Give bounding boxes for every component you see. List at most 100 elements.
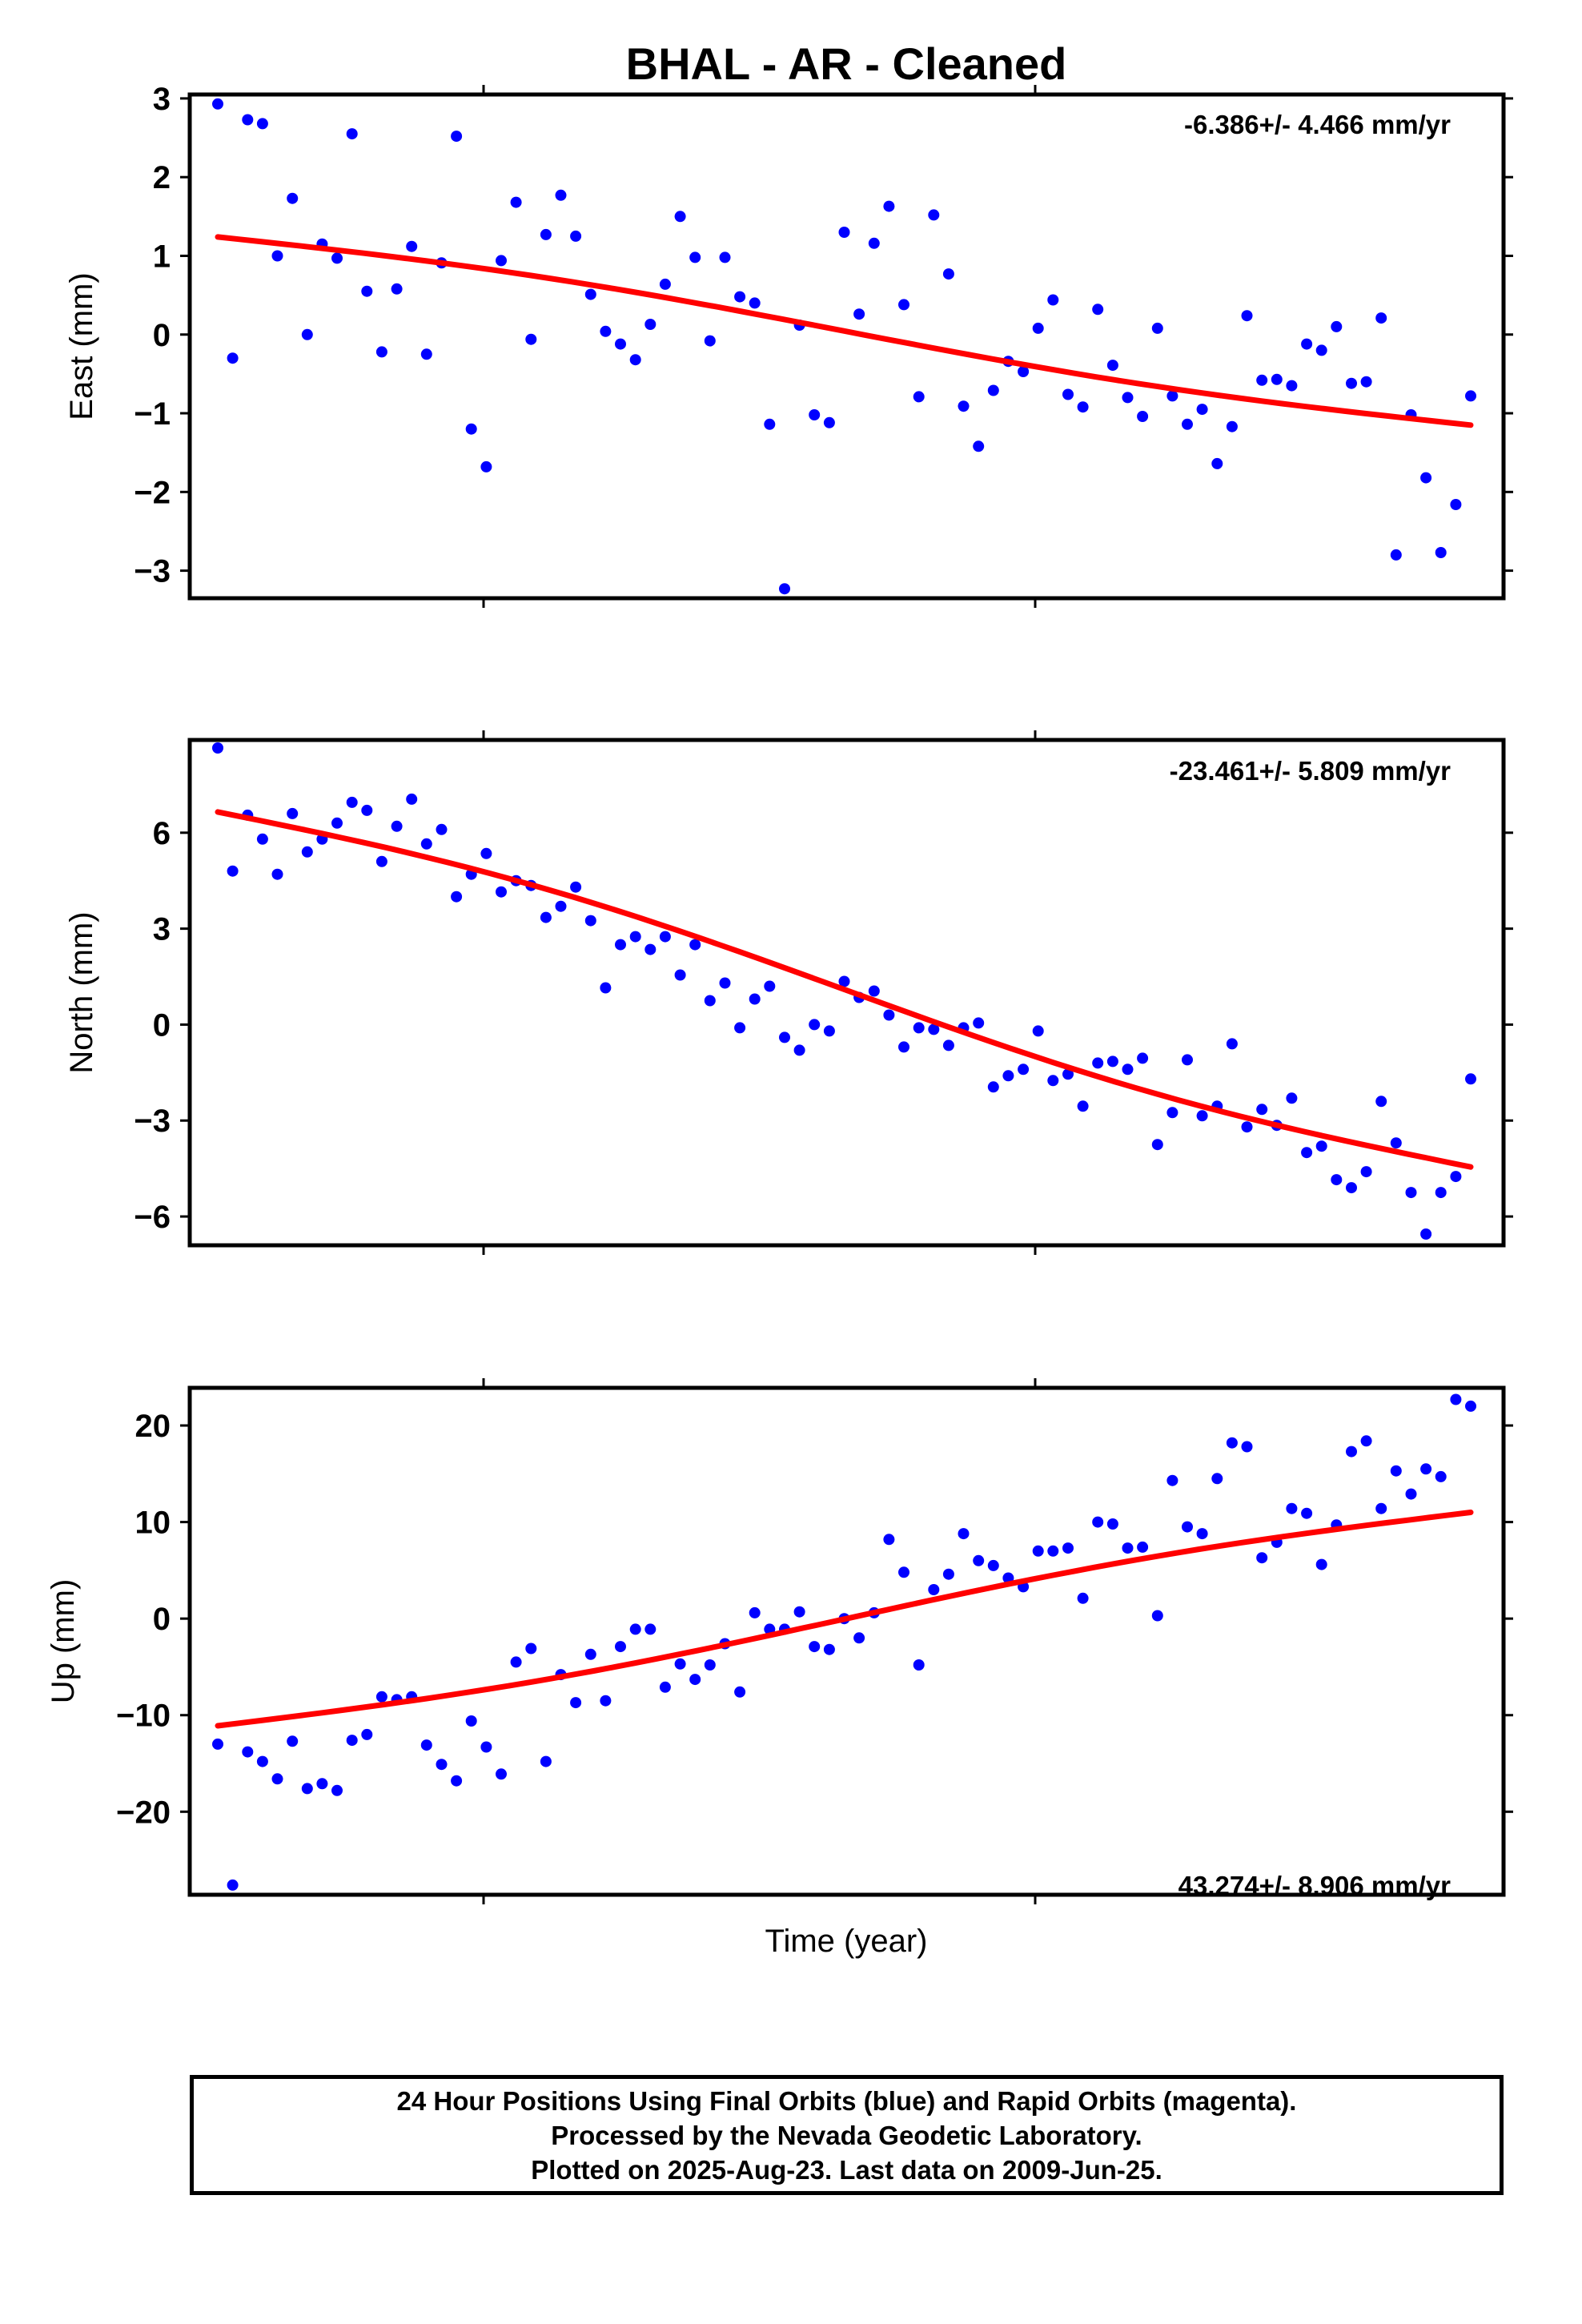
north-ytick-label: −3 [134,1104,171,1139]
up-data-point [809,1641,821,1653]
north-data-point [928,1023,940,1035]
east-data-point [1256,374,1268,386]
up-data-point [942,1568,954,1580]
north-data-point [1077,1100,1089,1112]
east-data-point [1211,457,1223,469]
east-data-point [525,333,537,345]
east-data-point [1315,344,1327,356]
east-data-point [331,252,343,264]
east-data-point [1182,418,1193,430]
north-data-point [1047,1075,1059,1087]
north-data-point [1092,1057,1104,1069]
north-data-point [391,820,403,832]
east-data-point [1196,404,1208,416]
up-panel: 20 10 0 −10 −20 43.274+/- 8.906 mm/yr Up (mm) [46,1378,1513,1904]
east-data-point [823,416,835,428]
up-data-point [1092,1516,1104,1528]
up-data-point [1450,1393,1462,1405]
up-data-point [674,1658,686,1670]
east-data-point [1390,549,1402,561]
north-data-point [256,833,268,845]
north-data-point [1450,1171,1462,1183]
up-data-point [1256,1552,1268,1564]
up-data-point [629,1623,641,1635]
up-data-point [361,1728,373,1740]
east-data-point [465,423,477,435]
up-data-point [1346,1445,1357,1458]
east-data-point [1450,499,1462,510]
up-data-point [420,1739,432,1751]
up-data-point [1420,1463,1432,1475]
footer-line-orbits: 24 Hour Positions Using Final Orbits (bl… [396,2085,1297,2116]
up-data-point [1032,1545,1044,1557]
north-data-point [987,1081,999,1093]
north-data-point [689,939,701,951]
east-data-point [898,299,909,311]
east-data-point [1360,376,1372,388]
east-data-point [1106,360,1118,372]
east-ytick-label: 3 [153,82,171,117]
north-data-point [809,1019,821,1031]
up-data-point [1137,1541,1149,1553]
north-data-point [674,969,686,981]
north-data-point [1331,1174,1343,1186]
east-data-point [883,200,895,212]
north-plot-frame [187,738,1506,1248]
north-data-point [1196,1110,1208,1122]
north-data-point [838,975,850,987]
east-data-point [674,211,686,223]
east-data-point [973,440,985,452]
east-ytick-label: −1 [134,396,171,432]
up-data-point [1122,1542,1134,1554]
north-data-point [1166,1107,1178,1119]
east-data-point [942,268,954,280]
north-data-point [1346,1182,1357,1194]
east-data-point [391,283,403,295]
east-data-point [1420,472,1432,484]
up-data-point [1315,1558,1327,1570]
north-data-point [1435,1187,1447,1199]
x-axis-label: Time (year) [765,1924,928,1959]
up-data-point [1182,1521,1193,1533]
east-data-point [301,328,313,340]
north-y-axis-label: North (mm) [64,911,99,1073]
east-data-point [600,325,612,337]
east-ytick-label: 2 [153,160,171,195]
up-data-point [540,1755,552,1767]
north-data-point [913,1022,925,1034]
up-data-point [525,1642,537,1655]
up-data-point [644,1623,656,1635]
up-data-point [853,1632,865,1644]
up-data-point [913,1659,925,1671]
north-data-point [420,838,432,850]
up-data-point [451,1775,463,1787]
up-data-point [793,1606,805,1618]
east-data-point [689,251,701,263]
east-data-point [1241,310,1253,322]
north-data-point [868,985,880,997]
east-trend-line [215,234,1474,428]
north-data-point [1106,1055,1118,1068]
up-data-point [958,1528,970,1540]
east-data-point [346,128,358,140]
north-rate-label: -23.461+/- 5.809 mm/yr [1170,756,1451,786]
east-data-point [451,131,463,143]
east-data-point [719,251,731,263]
up-data-point [1375,1502,1387,1514]
east-data-point [1331,320,1343,332]
east-data-point [615,338,626,350]
up-data-point [346,1735,358,1747]
east-data-point [659,278,671,290]
up-data-point [227,1879,239,1891]
north-data-point [1137,1052,1149,1064]
north-data-point [1375,1096,1387,1108]
east-y-axis-label: East (mm) [64,272,99,420]
up-data-point [600,1695,612,1707]
east-data-point [1346,377,1357,389]
up-data-point [659,1681,671,1693]
east-data-point [496,255,507,267]
north-data-point [496,886,507,898]
north-trend-line [215,809,1474,1170]
north-data-point [779,1031,790,1043]
east-data-point [1151,322,1163,334]
